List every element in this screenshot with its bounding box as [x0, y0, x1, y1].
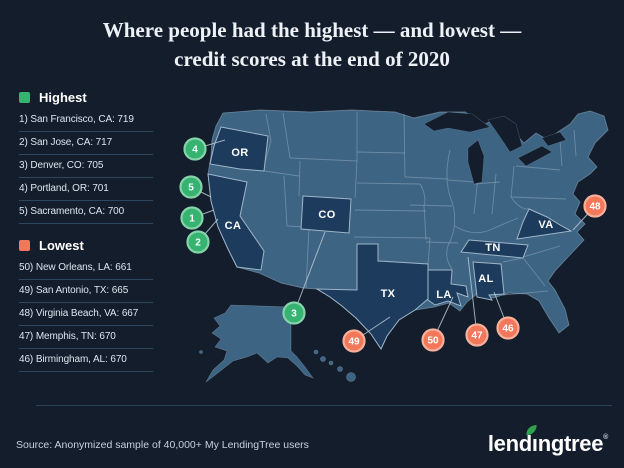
legend-group-highest: Highest 1) San Francisco, CA: 719 2) San … — [19, 90, 153, 224]
lake-superior — [423, 111, 491, 133]
map-marker-1: 1 — [180, 206, 204, 230]
state-louisiana — [427, 269, 469, 307]
map-marker-48: 48 — [583, 194, 607, 218]
legend-rows-highest: 1) San Francisco, CA: 719 2) San Jose, CA… — [19, 109, 153, 224]
legend-item: 50) New Orleans, LA: 661 — [19, 257, 153, 280]
legend: Highest 1) San Francisco, CA: 719 2) San … — [19, 90, 153, 372]
lendingtree-wordmark: lendıngtree® — [487, 424, 608, 456]
legend-item: 49) San Antonio, TX: 665 — [19, 280, 153, 303]
legend-item: 2) San Jose, CA: 717 — [19, 132, 153, 155]
marker-number: 4 — [192, 145, 198, 156]
title-line-1: Where people had the highest — and lowes… — [102, 18, 522, 42]
marker-number: 47 — [471, 331, 483, 342]
map-marker-5: 5 — [179, 175, 203, 199]
legend-item: 3) Denver, CO: 705 — [19, 155, 153, 178]
connector-line — [293, 231, 326, 314]
lake-huron — [487, 115, 523, 153]
great-lakes — [423, 111, 567, 185]
legend-item: 4) Portland, OR: 701 — [19, 178, 153, 201]
state-borders — [262, 112, 577, 296]
state-label-ca: CA — [225, 220, 242, 232]
legend-item: 5) Sacramento, CA: 700 — [19, 201, 153, 224]
highest-swatch-icon — [19, 92, 30, 103]
registered-mark: ® — [603, 434, 608, 441]
lowest-swatch-icon — [19, 240, 30, 251]
state-label-tn: TN — [485, 242, 500, 254]
connector-line — [467, 256, 478, 336]
state-labels: OR CA CO TX LA TN AL VA — [225, 147, 554, 301]
legend-rows-lowest: 50) New Orleans, LA: 661 49) San Antonio,… — [19, 257, 153, 372]
legend-label-highest: Highest — [39, 90, 87, 105]
state-california — [207, 173, 265, 271]
marker-number: 5 — [188, 183, 194, 194]
legend-item: 1) San Francisco, CA: 719 — [19, 109, 153, 132]
rank-markers: 4 5 1 2 3 49 50 47 46 48 — [179, 137, 607, 353]
logo-text: lendıngtree — [487, 431, 604, 456]
lake-michigan — [467, 139, 485, 185]
legend-group-lowest: Lowest 50) New Orleans, LA: 661 49) San A… — [19, 238, 153, 372]
state-alaska — [205, 304, 314, 383]
marker-number: 48 — [589, 202, 601, 213]
state-label-co: CO — [318, 209, 335, 221]
title-line-2: credit scores at the end of 2020 — [174, 47, 450, 71]
state-label-va: VA — [538, 219, 553, 231]
marker-number: 2 — [195, 238, 201, 249]
source-note: Source: Anonymized sample of 40,000+ My … — [16, 439, 309, 451]
map-marker-4: 4 — [183, 137, 207, 161]
lendingtree-logo: lendıngtree® — [487, 424, 608, 456]
marker-number: 46 — [502, 324, 514, 335]
state-tennessee — [460, 239, 529, 259]
map-marker-3: 3 — [282, 301, 306, 325]
page-title: Where people had the highest — and lowes… — [0, 16, 624, 74]
map-marker-46: 46 — [496, 316, 520, 340]
legend-item: 46) Birmingham, AL: 670 — [19, 349, 153, 372]
lake-erie — [517, 145, 553, 167]
legend-item: 47) Memphis, TN: 670 — [19, 326, 153, 349]
state-hawaii — [199, 349, 356, 382]
marker-number: 49 — [348, 337, 360, 348]
state-colorado — [300, 195, 352, 234]
state-oregon — [209, 126, 269, 172]
state-label-al: AL — [478, 273, 493, 285]
marker-number: 50 — [427, 336, 439, 347]
map-marker-2: 2 — [186, 230, 210, 254]
map-marker-49: 49 — [342, 329, 366, 353]
footer-divider — [36, 405, 612, 406]
state-label-tx: TX — [381, 288, 396, 300]
state-virginia — [516, 208, 573, 240]
legend-header-lowest: Lowest — [19, 238, 153, 253]
marker-number: 1 — [189, 214, 195, 225]
state-label-la: LA — [436, 289, 451, 301]
leaf-icon — [526, 424, 537, 436]
state-texas — [315, 243, 429, 351]
map-marker-47: 47 — [465, 323, 489, 347]
legend-header-highest: Highest — [19, 90, 153, 105]
legend-item: 48) Virginia Beach, VA: 667 — [19, 303, 153, 326]
lake-ontario — [541, 131, 567, 147]
map-marker-50: 50 — [421, 328, 445, 352]
state-alabama — [472, 261, 505, 301]
legend-label-lowest: Lowest — [39, 238, 84, 253]
highlighted-states — [207, 126, 573, 351]
marker-number: 3 — [291, 309, 297, 320]
state-label-or: OR — [231, 147, 248, 159]
